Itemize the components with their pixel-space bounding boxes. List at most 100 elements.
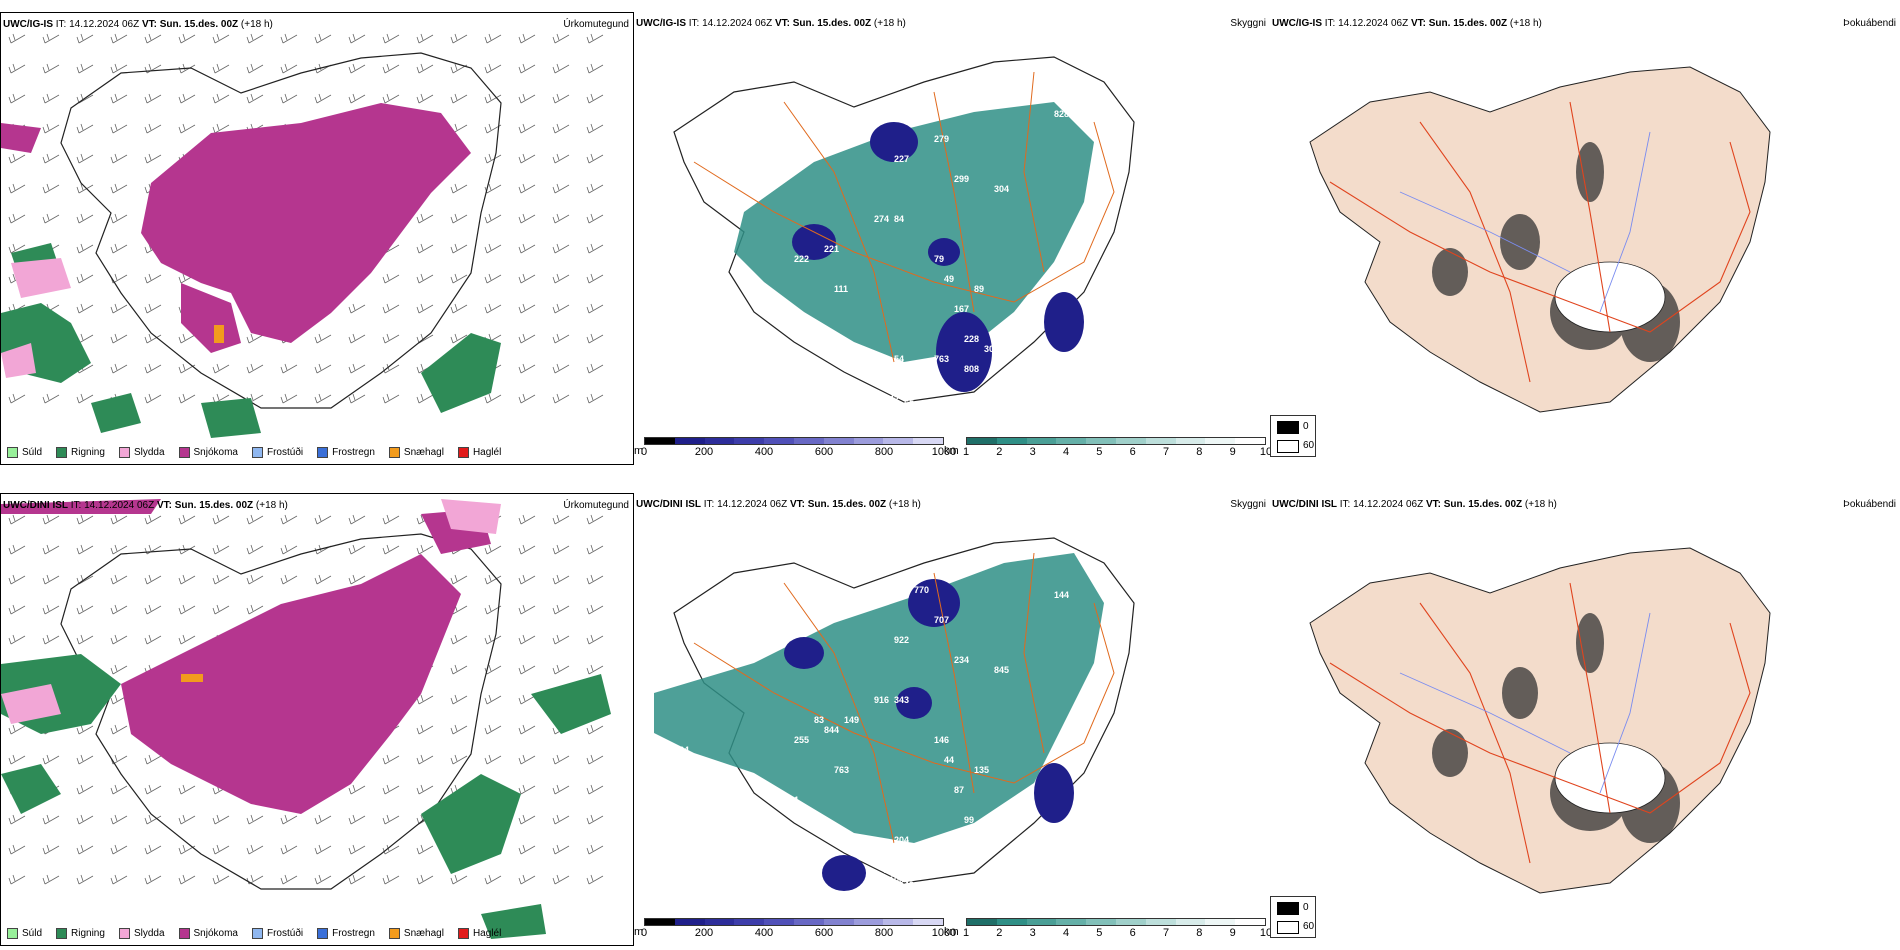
wind-barb (314, 333, 332, 344)
colorbar-tick: 10 (1259, 927, 1270, 939)
visibility-value: 808 (964, 364, 979, 374)
wind-barb (518, 63, 536, 74)
visibility-value: 99 (964, 815, 974, 825)
wind-barb (246, 604, 264, 615)
wind-barb (518, 393, 536, 404)
wind-barb (518, 183, 536, 194)
legend-label: Súld (22, 928, 43, 939)
wind-barb (484, 153, 502, 164)
wind-barb (586, 63, 604, 74)
legend-label: Súld (22, 447, 43, 458)
wind-barb (518, 874, 536, 885)
legend-label: Frostúði (266, 447, 304, 458)
wind-barb (42, 123, 60, 134)
wind-barb (382, 333, 400, 344)
wind-barb (518, 844, 536, 855)
wind-barb (484, 273, 502, 284)
wind-barb (144, 514, 162, 525)
legend-swatch (178, 928, 190, 939)
wind-barb (280, 63, 298, 74)
colorbar-tick: 3 (1029, 927, 1036, 939)
wind-barb (42, 93, 60, 104)
wind-barb (382, 784, 400, 795)
wind-barb (450, 874, 468, 885)
wind-barb (518, 273, 536, 284)
visibility-value: 54 (894, 354, 904, 364)
wind-barb (76, 724, 94, 735)
legend-label: Haglél (472, 928, 502, 939)
wind-barb (144, 574, 162, 585)
wind-barb (110, 33, 128, 44)
wind-barb (246, 363, 264, 374)
wind-barb (450, 574, 468, 585)
wind-barb (348, 874, 366, 885)
wind-barb (416, 724, 434, 735)
wind-barb (144, 153, 162, 164)
wind-barb (110, 303, 128, 314)
legend-item: Haglél (457, 447, 501, 458)
wind-barb (348, 393, 366, 404)
legend-item: Frostregn (317, 928, 375, 939)
wind-barb (144, 784, 162, 795)
colorbar-tick: 3 (1029, 446, 1036, 458)
wind-barb (586, 33, 604, 44)
wind-barb (484, 243, 502, 254)
colorbar-tick: 400 (754, 927, 774, 939)
legend-label: Slydda (133, 447, 165, 458)
visibility-value: 55 (904, 399, 914, 409)
wind-barb (178, 514, 196, 525)
legend-swatch (118, 928, 130, 939)
roads (1329, 101, 1751, 383)
legend-swatch (178, 447, 190, 458)
wind-barb (518, 664, 536, 675)
wind-barb (144, 754, 162, 765)
wind-barb (416, 784, 434, 795)
visibility-value: 149 (844, 715, 859, 725)
wind-barb (382, 303, 400, 314)
colorbar-unit: m (634, 445, 644, 457)
wind-barb (450, 664, 468, 675)
wind-barb (8, 393, 26, 404)
wind-barb (484, 694, 502, 705)
wind-barb (586, 844, 604, 855)
colorbar-tick: 7 (1162, 446, 1170, 458)
wind-barb (518, 303, 536, 314)
legend-swatch (388, 928, 400, 939)
wind-barb (484, 634, 502, 645)
wind-barb (586, 363, 604, 374)
wind-barb (586, 874, 604, 885)
wind-barb (42, 754, 60, 765)
wind-barb (484, 33, 502, 44)
wind-barb (212, 814, 230, 825)
colorbar-tick: 200 (694, 446, 714, 458)
wind-barb (212, 63, 230, 74)
panel-header: UWC/DINI ISL IT: 14.12.2024 06Z VT: Sun.… (636, 499, 921, 510)
panel-title: Þokuábendi (1843, 499, 1896, 510)
wind-barb (280, 33, 298, 44)
wind-barb (110, 63, 128, 74)
visibility-panel-bottom: 538 770 707 922 234 845 144 916 343 146 44 135 87 99 1… (634, 493, 1270, 946)
wind-barb (518, 814, 536, 825)
wind-barb (110, 213, 128, 224)
wind-barb (518, 93, 536, 104)
visibility-map-bottom: 538 770 707 922 234 845 144 916 343 146 44 135 87 99 1… (654, 537, 1135, 891)
wind-barb (144, 333, 162, 344)
legend-swatch (457, 928, 469, 939)
wind-barb (110, 814, 128, 825)
colorbar-tick: 600 (814, 927, 834, 939)
wind-barb (246, 514, 264, 525)
wind-barb (382, 544, 400, 555)
wind-barb (178, 393, 196, 404)
wind-barb (42, 874, 60, 885)
colorbar-tick: 10 (1259, 446, 1270, 458)
colorbar-unit: km (944, 926, 959, 938)
wind-barb (280, 574, 298, 585)
wind-barb (76, 273, 94, 284)
wind-barb (518, 33, 536, 44)
visibility-value: 222 (794, 254, 809, 264)
wind-barb (484, 63, 502, 74)
wind-barb (586, 544, 604, 555)
visibility-panel-top: 77 259 279 227 299 304 828 274 84 79 49 89 167 228 30 5… (634, 12, 1270, 465)
wind-barb (450, 213, 468, 224)
legend-item: Slydda (118, 928, 165, 939)
